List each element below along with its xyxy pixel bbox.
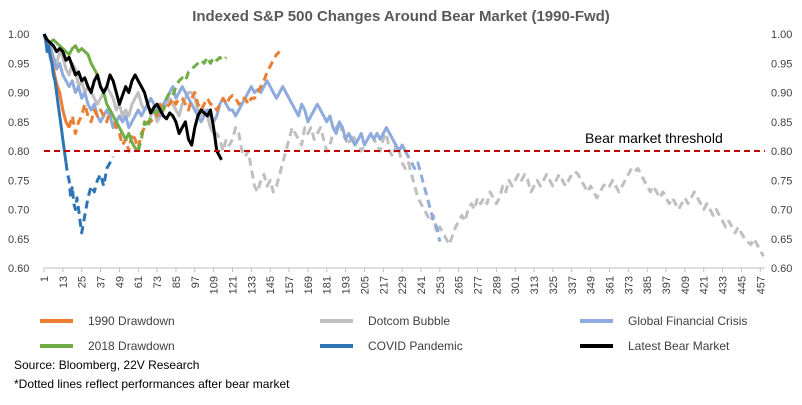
x-tick-label: 109 bbox=[209, 276, 221, 294]
x-tick-label: 385 bbox=[642, 276, 654, 294]
y-tick-label-left: 0.75 bbox=[8, 175, 29, 187]
threshold-label: Bear market threshold bbox=[585, 130, 723, 146]
source-note: Source: Bloomberg, 22V Research bbox=[14, 358, 199, 372]
x-tick-label: 133 bbox=[246, 276, 258, 294]
series-line-dashed bbox=[67, 50, 281, 153]
x-tick-label: 73 bbox=[152, 276, 164, 288]
y-tick-label-left: 0.60 bbox=[8, 263, 29, 275]
y-tick-label-right: 0.85 bbox=[771, 117, 792, 129]
series-line-solid bbox=[42, 33, 140, 153]
x-tick-label: 49 bbox=[114, 276, 126, 288]
x-tick-label: 85 bbox=[171, 276, 183, 288]
y-tick-label-left: 0.95 bbox=[8, 58, 29, 70]
x-tick-label: 241 bbox=[416, 276, 428, 294]
series-line-dashed bbox=[403, 150, 442, 243]
chart-title: Indexed S&P 500 Changes Around Bear Mark… bbox=[192, 8, 610, 25]
y-tick-label-right: 0.95 bbox=[771, 58, 792, 70]
x-tick-label: 253 bbox=[435, 276, 447, 294]
series-global-financial-crisis bbox=[42, 33, 442, 243]
y-tick-label-left: 0.90 bbox=[8, 88, 29, 100]
threshold-layer: Bear market threshold bbox=[44, 130, 765, 152]
series-line-dashed bbox=[213, 120, 765, 257]
series-layer bbox=[42, 33, 765, 257]
legend-label: Global Financial Crisis bbox=[628, 314, 747, 328]
y-tick-label-left: 0.80 bbox=[8, 146, 29, 158]
x-tick-label: 97 bbox=[190, 276, 202, 288]
legend: 1990 Drawdown Dotcom Bubble Global Financi… bbox=[40, 314, 747, 353]
y-tick-label-right: 0.70 bbox=[771, 205, 792, 217]
x-tick-label: 181 bbox=[322, 276, 334, 294]
y-tick-label-right: 0.65 bbox=[771, 234, 792, 246]
y-tick-label-right: 0.60 bbox=[771, 263, 792, 275]
x-tick-label: 301 bbox=[510, 276, 522, 294]
x-tick-label: 37 bbox=[96, 276, 108, 288]
series-line-dashed bbox=[64, 156, 115, 235]
x-tick-label: 229 bbox=[397, 276, 409, 294]
x-tick-label: 373 bbox=[623, 276, 635, 294]
x-tick-label: 25 bbox=[77, 276, 89, 288]
x-tick-label: 1 bbox=[39, 276, 51, 282]
legend-label: Latest Bear Market bbox=[628, 339, 730, 353]
x-tick-label: 337 bbox=[567, 276, 579, 294]
x-tick-label: 61 bbox=[133, 276, 145, 288]
legend-label: Dotcom Bubble bbox=[368, 314, 450, 328]
y-tick-label-left: 0.85 bbox=[8, 117, 29, 129]
x-tick-label: 421 bbox=[699, 276, 711, 294]
y-tick-label-right: 0.75 bbox=[771, 175, 792, 187]
series-latest-bear-market bbox=[42, 33, 223, 161]
y-tick-label-right: 0.80 bbox=[771, 146, 792, 158]
x-tick-label: 397 bbox=[661, 276, 673, 294]
legend-label: 1990 Drawdown bbox=[88, 314, 175, 328]
y-tick-label-left: 1.00 bbox=[8, 29, 29, 41]
x-tick-label: 157 bbox=[284, 276, 296, 294]
x-tick-label: 193 bbox=[341, 276, 353, 294]
y-tick-label-left: 0.65 bbox=[8, 234, 29, 246]
x-tick-label: 349 bbox=[586, 276, 598, 294]
x-tick-label: 361 bbox=[604, 276, 616, 294]
x-tick-label: 289 bbox=[491, 276, 503, 294]
x-axis: 1 13 25 37 49 61 73 85 97 109 121 133 145 157 169 181 19… bbox=[39, 267, 767, 294]
y-tick-label-left: 0.70 bbox=[8, 205, 29, 217]
x-tick-label: 145 bbox=[265, 276, 277, 294]
left-y-axis: 1.00 0.95 0.90 0.85 0.80 0.75 0.70 0.65 0.60 bbox=[8, 29, 29, 275]
legend-label: 2018 Drawdown bbox=[88, 339, 175, 353]
y-tick-label-right: 1.00 bbox=[771, 29, 792, 41]
x-tick-label: 313 bbox=[529, 276, 541, 294]
x-tick-label: 265 bbox=[454, 276, 466, 294]
series-2018-drawdown bbox=[42, 33, 228, 153]
x-tick-label: 457 bbox=[755, 276, 767, 294]
x-tick-label: 121 bbox=[227, 276, 239, 294]
series-line-solid bbox=[42, 33, 407, 153]
x-tick-label: 325 bbox=[548, 276, 560, 294]
x-tick-label: 277 bbox=[473, 276, 485, 294]
x-tick-label: 13 bbox=[58, 276, 70, 288]
x-tick-label: 205 bbox=[359, 276, 371, 294]
y-tick-label-right: 0.90 bbox=[771, 88, 792, 100]
x-tick-label: 445 bbox=[736, 276, 748, 294]
right-y-axis: 1.00 0.95 0.90 0.85 0.80 0.75 0.70 0.65 0.60 bbox=[771, 29, 792, 275]
dotted-note: *Dotted lines reflect performances after… bbox=[14, 377, 290, 391]
series-line-solid bbox=[42, 33, 223, 161]
x-tick-label: 409 bbox=[680, 276, 692, 294]
x-tick-label: 217 bbox=[378, 276, 390, 294]
series-covid-pandemic bbox=[42, 33, 115, 235]
x-tick-label: 169 bbox=[303, 276, 315, 294]
x-tick-label: 433 bbox=[718, 276, 730, 294]
legend-label: COVID Pandemic bbox=[368, 339, 463, 353]
series-line-solid bbox=[42, 33, 68, 163]
